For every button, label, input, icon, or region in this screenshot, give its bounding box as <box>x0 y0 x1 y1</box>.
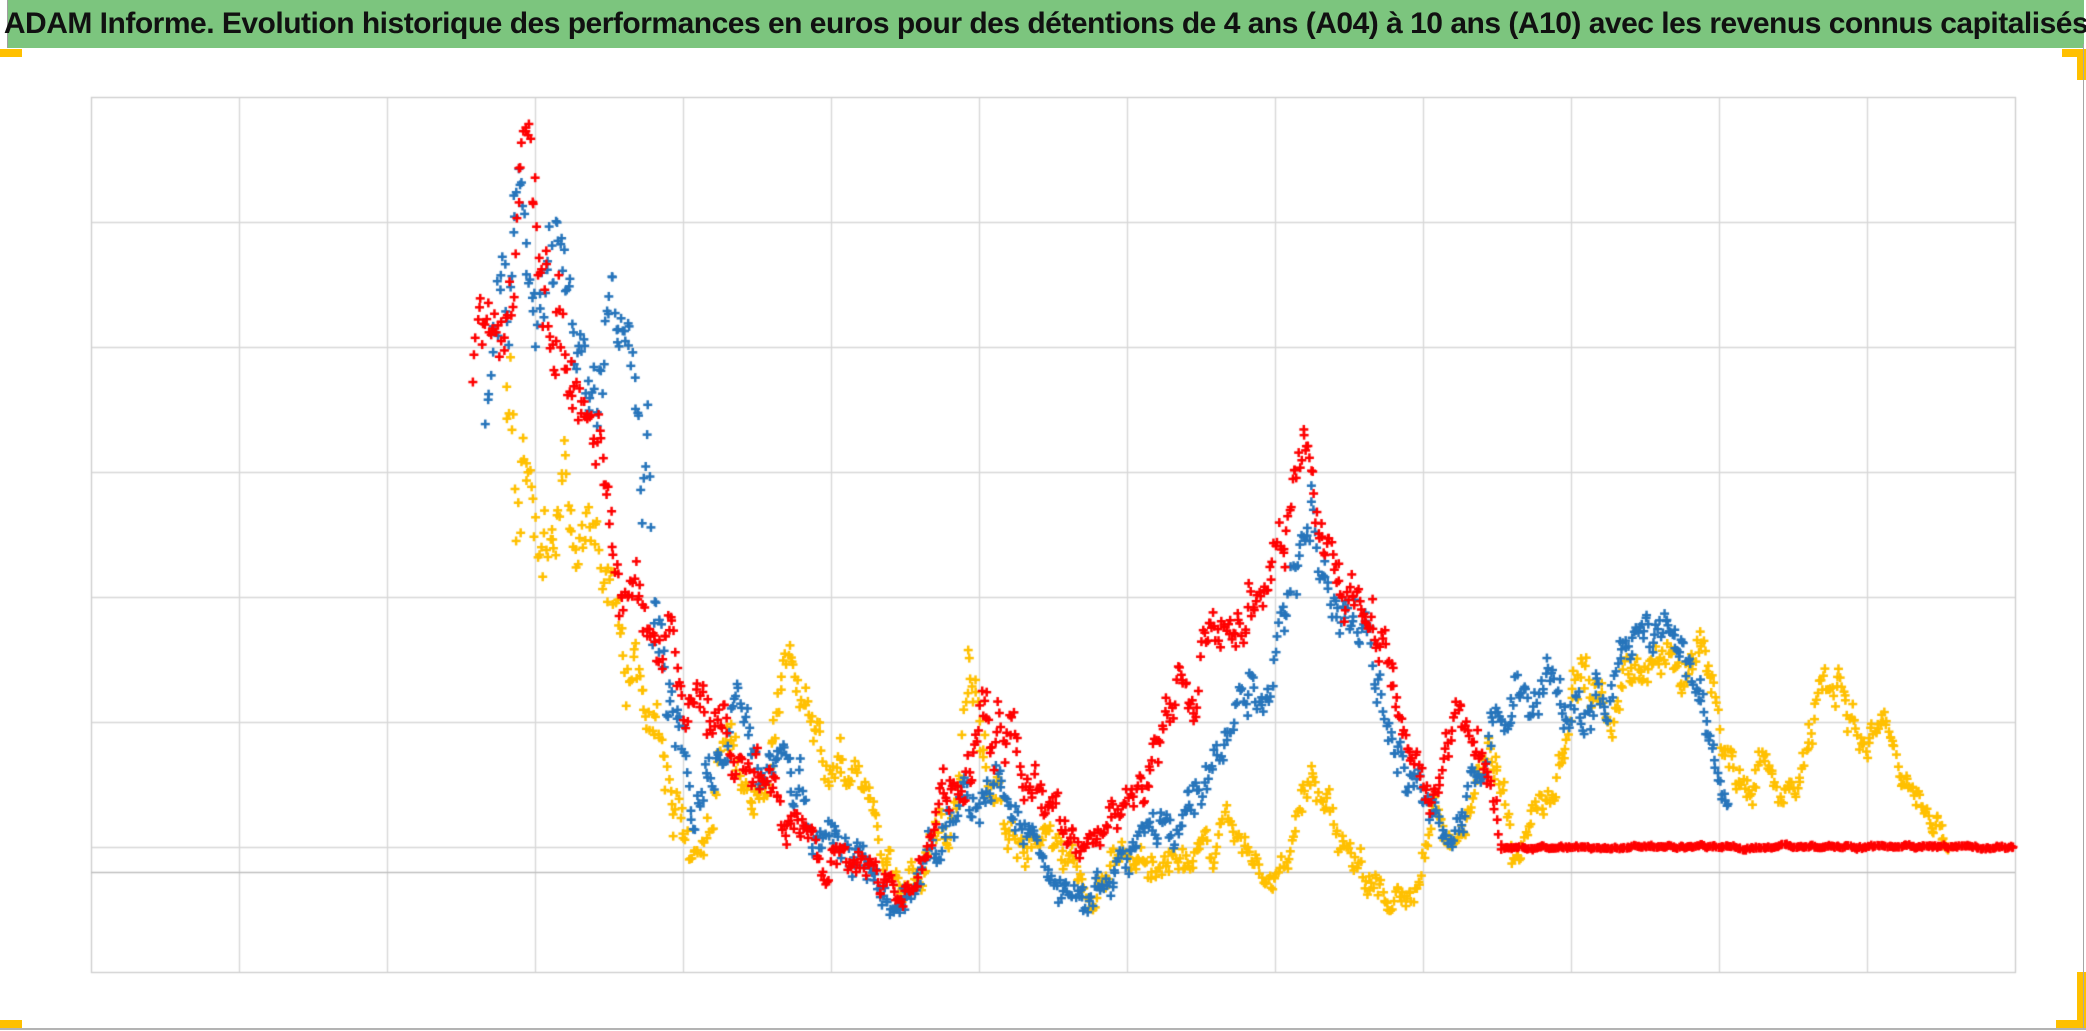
performance-scatter-chart <box>0 0 2086 1031</box>
adam-performance-report-page: { "header": { "title": "ADAM Informe. Ev… <box>0 0 2086 1031</box>
